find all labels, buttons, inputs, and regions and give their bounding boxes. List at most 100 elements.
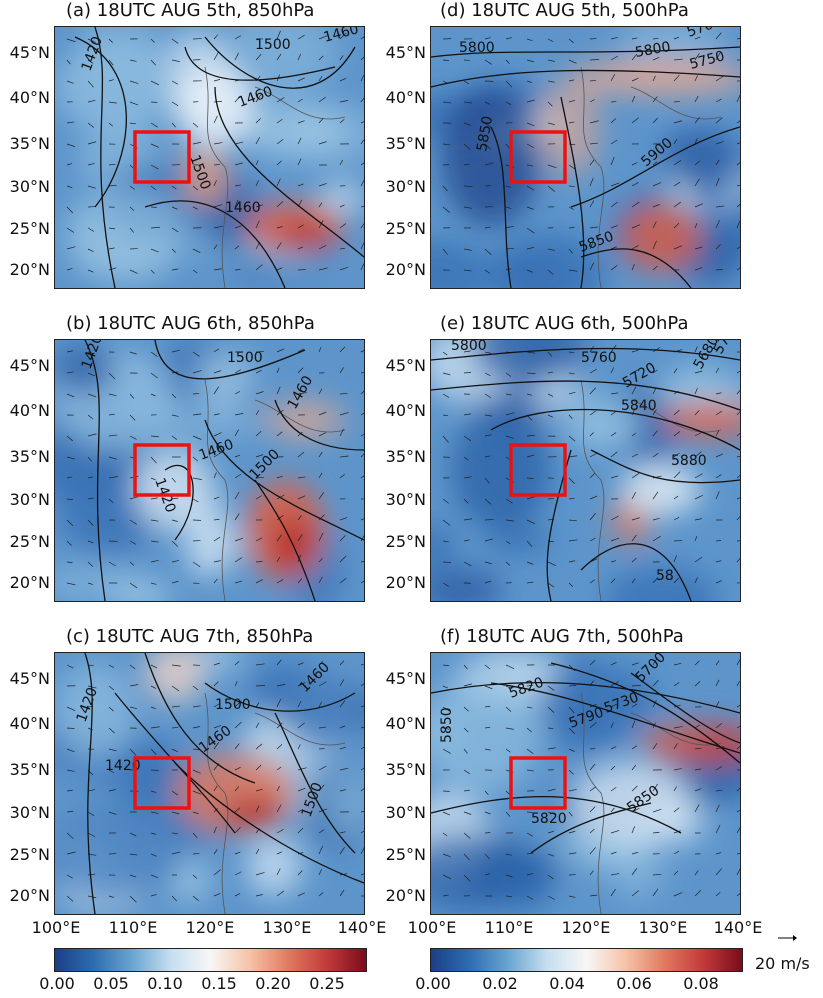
wind-vector bbox=[129, 101, 138, 106]
wind-vector bbox=[192, 685, 199, 691]
cbar-left-label: 0.25 bbox=[309, 974, 345, 993]
wind-vector bbox=[339, 517, 348, 521]
wind-vector bbox=[318, 869, 322, 876]
wind-vector bbox=[276, 515, 284, 521]
wind-vector bbox=[297, 534, 303, 542]
map-panel-d: 5800 5800 5750 5700 5850 5900 5850 bbox=[430, 26, 741, 289]
wind-vector bbox=[526, 769, 534, 772]
wind-vector bbox=[297, 183, 304, 187]
height-contour bbox=[530, 802, 652, 854]
wind-vector bbox=[610, 392, 619, 395]
wind-vector bbox=[318, 726, 327, 729]
height-contour bbox=[570, 126, 740, 208]
wind-vector bbox=[339, 266, 348, 271]
wind-vector bbox=[442, 561, 452, 563]
wind-vector bbox=[87, 351, 95, 355]
wind-vector bbox=[171, 59, 180, 62]
wind-vector bbox=[297, 98, 303, 103]
wind-vector bbox=[715, 269, 723, 271]
wind-vector bbox=[129, 414, 136, 421]
wind-vector bbox=[484, 455, 491, 458]
wind-vector bbox=[673, 786, 678, 792]
height-contour bbox=[174, 762, 364, 884]
wind-vector bbox=[297, 515, 302, 521]
wind-vector bbox=[129, 582, 138, 589]
wind-vector bbox=[108, 393, 117, 397]
wind-vector bbox=[255, 788, 263, 792]
wind-vector bbox=[505, 101, 512, 105]
wind-vector bbox=[673, 577, 680, 584]
wind-vector bbox=[652, 369, 658, 374]
wind-vector bbox=[694, 36, 701, 40]
panel-b-title: (b) 18UTC AUG 6th, 850hPa bbox=[66, 313, 315, 334]
wind-vector bbox=[234, 893, 241, 897]
wind-vector bbox=[694, 388, 698, 395]
wind-vector bbox=[568, 351, 575, 354]
wind-vector bbox=[547, 706, 555, 713]
wind-vector bbox=[505, 498, 513, 504]
shading-blob bbox=[487, 232, 607, 288]
wind-vector bbox=[526, 561, 534, 565]
height-contour bbox=[114, 692, 236, 834]
wind-vector bbox=[108, 685, 115, 691]
wind-vector bbox=[108, 789, 116, 792]
wind-vector bbox=[87, 456, 92, 462]
wind-vector bbox=[318, 558, 323, 563]
wind-vector bbox=[715, 410, 722, 416]
wind-vector bbox=[610, 451, 618, 458]
wind-vector bbox=[589, 828, 595, 834]
wind-vector bbox=[484, 59, 493, 65]
shading-blob bbox=[451, 410, 551, 530]
wind-vector bbox=[87, 122, 95, 128]
wind-vector bbox=[610, 537, 620, 542]
wind-vector bbox=[108, 247, 115, 250]
wind-vector bbox=[610, 246, 617, 250]
wind-vector bbox=[150, 435, 159, 438]
height-contour bbox=[490, 126, 512, 288]
lat-label-20-c: 20°N bbox=[9, 886, 50, 905]
wind-vector bbox=[652, 182, 662, 187]
wind-vector bbox=[631, 534, 637, 542]
shading-blob bbox=[55, 345, 115, 395]
wind-vector bbox=[631, 517, 640, 521]
wind-vector bbox=[589, 806, 596, 813]
wind-vector bbox=[673, 74, 680, 82]
wind-vector bbox=[339, 789, 346, 792]
shading-blob bbox=[621, 465, 701, 515]
wind-vector bbox=[715, 824, 721, 834]
wind-vector bbox=[673, 807, 680, 813]
wind-vector bbox=[526, 540, 533, 547]
wind-vector bbox=[318, 183, 327, 187]
shading-blob bbox=[617, 27, 726, 62]
wind-vector bbox=[276, 829, 284, 834]
wind-vector bbox=[673, 138, 678, 145]
wind-vector bbox=[463, 853, 470, 861]
wind-vector bbox=[568, 391, 576, 395]
map-panel-c: 1420 1500 1460 1420 1460 1500 bbox=[54, 652, 365, 915]
wind-vector bbox=[66, 895, 74, 902]
wind-vector bbox=[192, 122, 199, 128]
wind-vector bbox=[736, 658, 740, 666]
wind-vector bbox=[568, 372, 575, 375]
wind-vector bbox=[150, 456, 157, 464]
map-panel-e: 5800 5760 5720 5680 5840 5880 58 57 bbox=[430, 339, 741, 602]
wind-vector bbox=[526, 748, 534, 754]
wind-vector bbox=[213, 79, 221, 82]
wind-vector bbox=[631, 53, 638, 61]
wind-vector bbox=[318, 267, 328, 271]
wind-vector bbox=[150, 685, 157, 689]
wind-vector bbox=[297, 120, 305, 124]
height-contour bbox=[431, 46, 740, 58]
reference-vector-arrow-icon bbox=[778, 935, 797, 941]
wind-vector bbox=[297, 246, 304, 250]
shading-blob bbox=[195, 349, 255, 412]
wind-vector bbox=[234, 681, 238, 687]
wind-vector bbox=[505, 748, 511, 753]
lat-label-25-f: 25°N bbox=[385, 845, 426, 864]
wind-vector bbox=[673, 870, 679, 876]
wind-vector bbox=[673, 726, 683, 729]
wind-vector bbox=[484, 873, 491, 876]
wind-vector bbox=[255, 764, 262, 771]
wind-vector bbox=[463, 664, 468, 670]
